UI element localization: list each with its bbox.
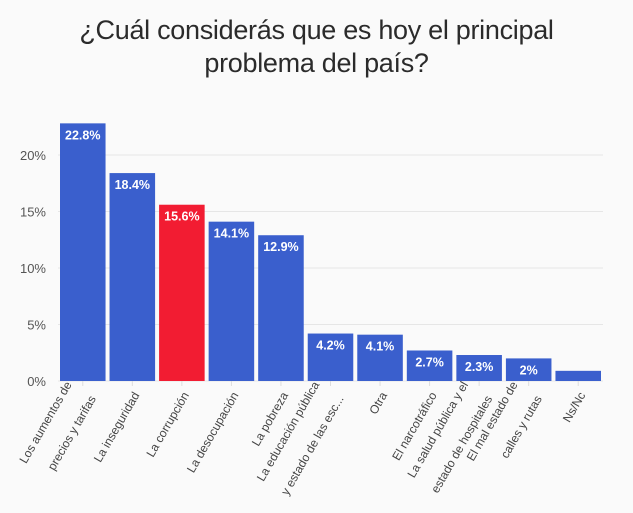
data-label: 22.8%	[65, 128, 100, 142]
x-tick-label-line: La desocupación	[184, 390, 241, 476]
data-label: 14.1%	[214, 227, 249, 241]
x-tick-label: Otra	[366, 389, 390, 416]
data-label: 12.9%	[263, 240, 298, 254]
y-tick-label: 5%	[27, 318, 46, 333]
bar	[307, 333, 354, 381]
x-tick-label-line: Ns/Nc	[560, 390, 588, 425]
bar	[258, 235, 304, 381]
y-axis: 0% 5% 10% 15% 20%	[20, 148, 46, 389]
x-tick-label-line: Otra	[366, 389, 390, 416]
data-labels: 22.8% 18.4% 15.6% 14.1% 12.9% 4.2% 4.1% 2.7% 2.3…	[65, 128, 538, 377]
data-label: 15.6%	[164, 210, 199, 224]
data-label: 18.4%	[115, 178, 150, 192]
bars	[60, 123, 601, 382]
data-label: 4.1%	[366, 340, 395, 354]
bar	[60, 123, 106, 382]
bar	[505, 358, 552, 381]
bar	[555, 370, 601, 381]
data-label: 2.3%	[465, 360, 494, 374]
x-tick-label: La corrupción	[143, 390, 191, 460]
x-tick-label-line: La corrupción	[143, 390, 191, 460]
x-tick-label: La inseguridad	[91, 390, 142, 465]
data-label: 2.7%	[415, 355, 444, 369]
bar	[456, 355, 502, 381]
y-tick-label: 20%	[20, 148, 46, 163]
data-label: 2%	[520, 363, 538, 377]
chart-title: ¿Cuál considerás que es hoy el principal…	[0, 14, 633, 80]
bar	[406, 350, 453, 381]
y-tick-label: 0%	[27, 374, 46, 389]
data-label: 4.2%	[316, 339, 345, 353]
chart-title-line-2: problema del país?	[204, 48, 429, 78]
bar	[357, 334, 403, 381]
bar	[208, 221, 255, 381]
chart-title-line-1: ¿Cuál considerás que es hoy el principal	[79, 15, 554, 45]
y-tick-label: 10%	[20, 261, 46, 276]
y-tick-label: 15%	[20, 205, 46, 220]
bar	[159, 204, 205, 381]
x-tick-label: Ns/Nc	[560, 390, 588, 425]
x-tick-label-line: La inseguridad	[91, 390, 142, 465]
x-tick-label-line: y estado de las esc...	[278, 393, 346, 498]
bar	[109, 173, 156, 381]
x-tick-label: La desocupación	[184, 390, 241, 476]
